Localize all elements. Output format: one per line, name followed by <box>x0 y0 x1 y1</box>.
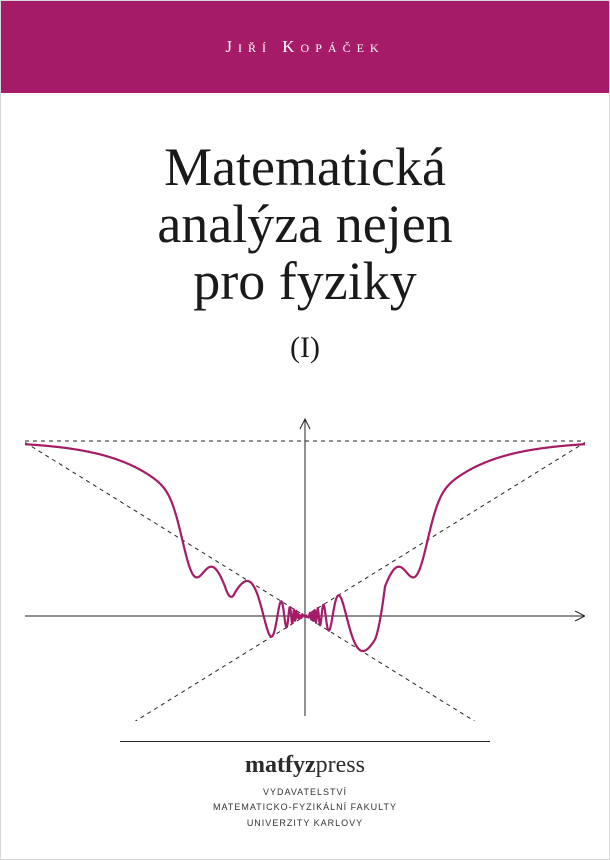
title-block: Matematická analýza nejen pro fyziky (I) <box>1 139 609 365</box>
title-line-1: Matematická <box>1 139 609 196</box>
author-name: Jiří Kopáček <box>225 37 384 57</box>
publisher-line-3: UNIVERZITY KARLOVY <box>1 816 609 831</box>
publisher-line-1: VYDAVATELSTVÍ <box>1 785 609 800</box>
cover-illustration <box>1 401 609 721</box>
title-line-2: analýza nejen <box>1 196 609 253</box>
publisher-block: matfyzpress VYDAVATELSTVÍ MATEMATICKO-FY… <box>1 741 609 831</box>
header-band: Jiří Kopáček <box>1 1 609 93</box>
publisher-line-2: MATEMATICKO-FYZIKÁLNÍ FAKULTY <box>1 800 609 815</box>
function-plot <box>25 401 585 721</box>
volume-number: (I) <box>1 331 609 365</box>
publisher-logo: matfyzpress <box>1 752 609 779</box>
publisher-logo-bold: matfyz <box>245 752 316 778</box>
divider-line <box>120 741 490 742</box>
title-line-3: pro fyziky <box>1 253 609 310</box>
book-cover: Jiří Kopáček Matematická analýza nejen p… <box>0 0 610 860</box>
publisher-logo-rest: press <box>316 752 365 778</box>
publisher-subtitle: VYDAVATELSTVÍ MATEMATICKO-FYZIKÁLNÍ FAKU… <box>1 785 609 831</box>
